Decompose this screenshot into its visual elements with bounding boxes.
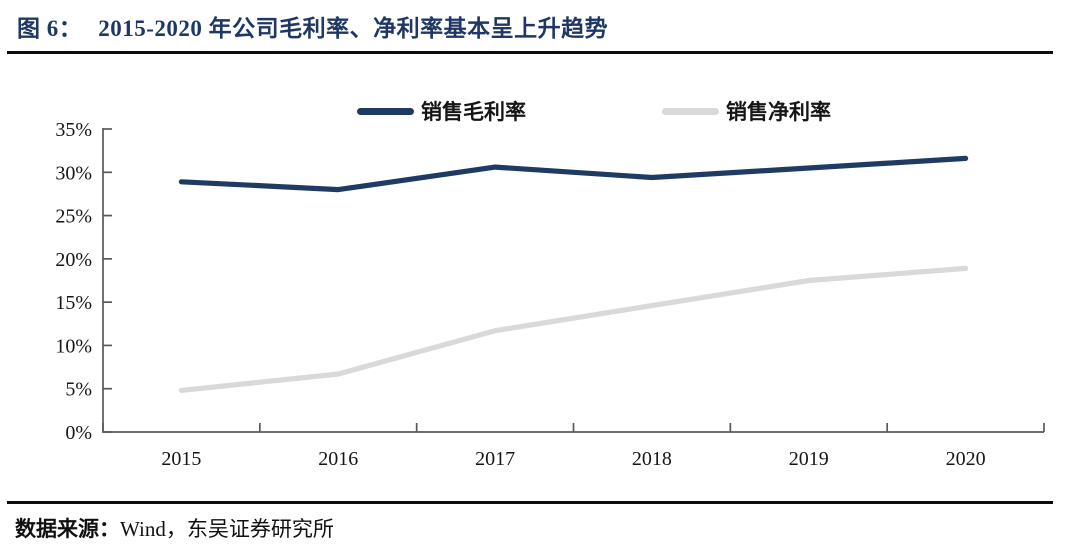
title-separator-rule: [7, 51, 1053, 54]
y-axis-tick-label: 5%: [65, 379, 92, 401]
net-margin-line: [178, 265, 969, 393]
data-source-text: Wind，东吴证券研究所: [120, 517, 334, 541]
y-axis-tick-label: 15%: [55, 292, 92, 314]
y-axis-tick-label: 0%: [65, 422, 92, 444]
x-axis-tick-label: 2018: [632, 448, 672, 470]
net-margin-line-swatch: [662, 107, 719, 115]
figure-title-text: 2015-2020 年公司毛利率、净利率基本呈上升趋势: [98, 16, 609, 41]
data-source-prefix: 数据来源：: [15, 517, 120, 541]
footer-separator-rule: [7, 501, 1053, 504]
x-axis-tick-label: 2015: [161, 448, 201, 470]
gross-margin-line-swatch: [357, 107, 414, 115]
y-axis-tick-label: 10%: [55, 335, 92, 357]
x-axis-tick-label: 2020: [946, 448, 986, 470]
y-axis-tick-label: 35%: [55, 119, 92, 141]
x-axis-tick-label: 2019: [789, 448, 829, 470]
legend-item-net-margin: 销售净利率: [662, 98, 831, 124]
x-axis-tick-label: 2016: [318, 448, 358, 470]
y-axis-tick-label: 25%: [55, 206, 92, 228]
y-axis-tick-label: 30%: [55, 162, 92, 184]
figure-number-label: 图 6：: [17, 16, 83, 41]
data-source: 数据来源：Wind，东吴证券研究所: [15, 513, 334, 543]
y-axis-tick-label: 20%: [55, 249, 92, 271]
legend-item-gross-margin: 销售毛利率: [357, 98, 526, 124]
legend-label-gross-margin: 销售毛利率: [421, 100, 526, 124]
x-axis-tick-label: 2017: [475, 448, 515, 470]
figure-title: 图 6： 2015-2020 年公司毛利率、净利率基本呈上升趋势: [17, 9, 608, 43]
gross-margin-line: [178, 155, 969, 193]
legend-label-net-margin: 销售净利率: [726, 100, 831, 124]
